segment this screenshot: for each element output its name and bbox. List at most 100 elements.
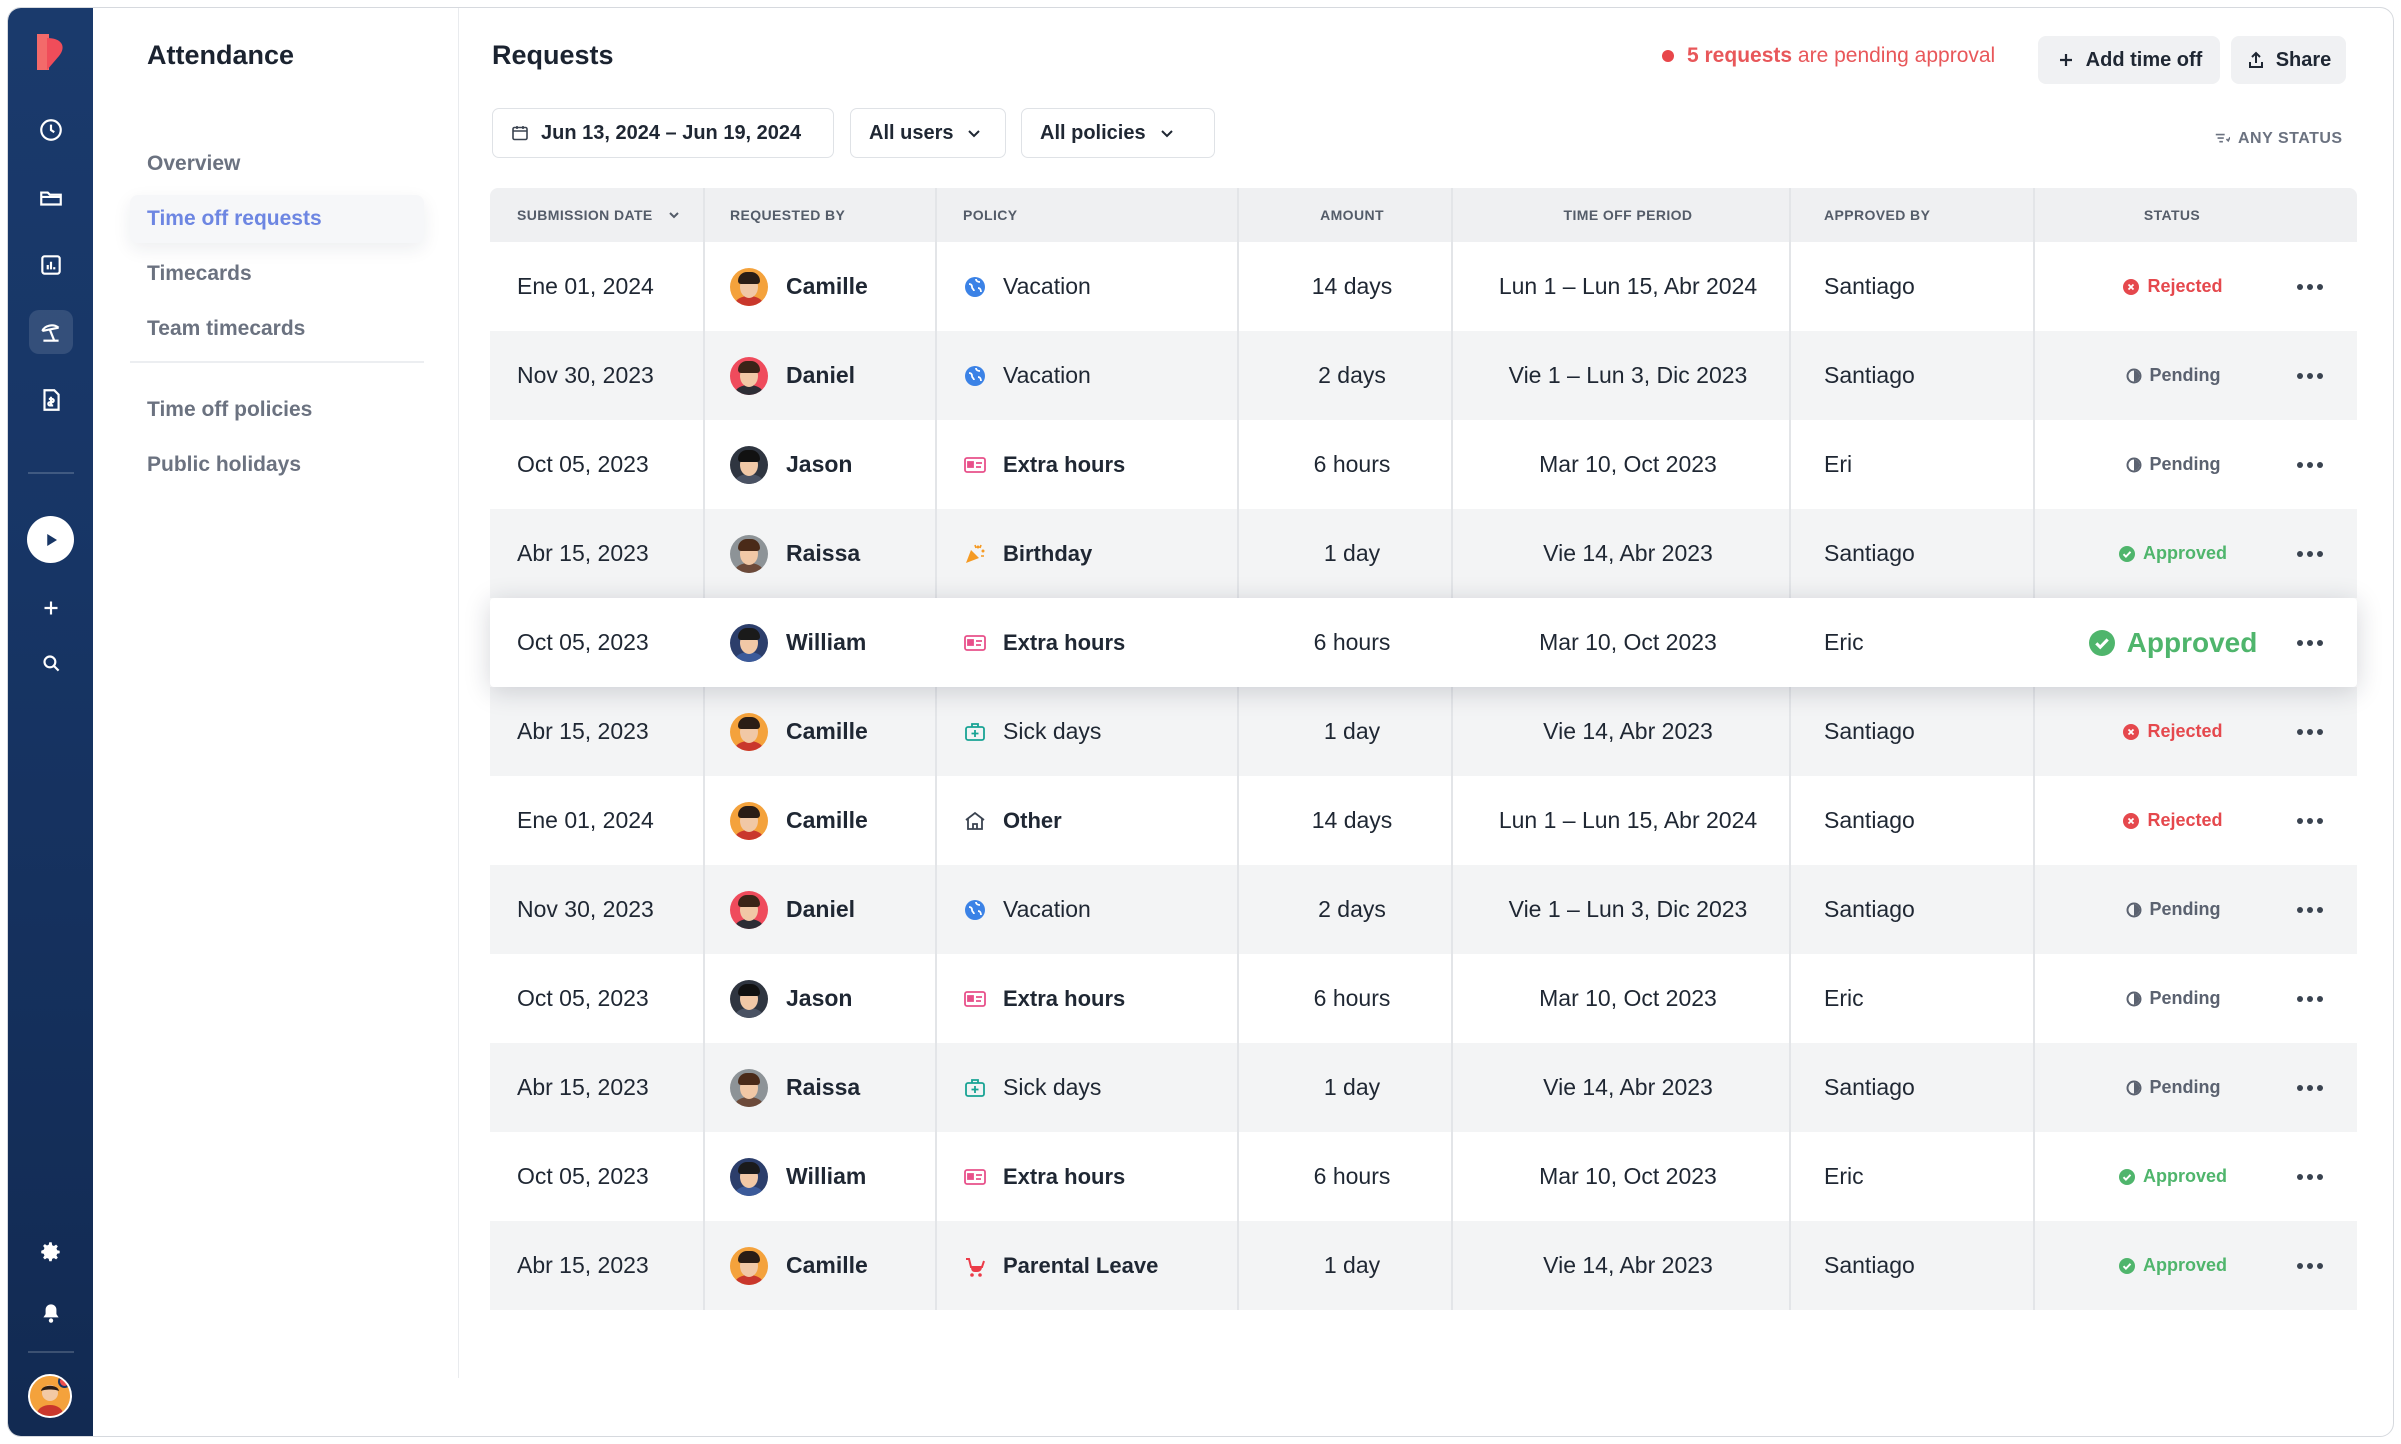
- folder-icon[interactable]: [29, 176, 73, 220]
- person-name: Camille: [786, 273, 868, 299]
- play-icon[interactable]: [27, 516, 74, 563]
- cell-time-off-period: Vie 14, Abr 2023: [1543, 540, 1713, 566]
- policies-filter[interactable]: All policies: [1021, 108, 1215, 158]
- more-actions-icon[interactable]: [2297, 1132, 2323, 1221]
- plus-icon[interactable]: [29, 586, 73, 630]
- more-actions-icon[interactable]: [2297, 687, 2323, 776]
- table-row[interactable]: Nov 30, 2023 Daniel Vacation 2 days Vie …: [490, 865, 2357, 954]
- more-actions-icon[interactable]: [2297, 331, 2323, 420]
- share-label: Share: [2275, 48, 2332, 71]
- table-row[interactable]: Ene 01, 2024 Camille Other 14 days Lun 1…: [490, 776, 2357, 865]
- cell-time-off-period: Vie 14, Abr 2023: [1543, 1252, 1713, 1278]
- more-actions-icon[interactable]: [2297, 776, 2323, 865]
- cell-requested-by: Jason: [730, 420, 852, 509]
- cell-approved-by: Santiago: [1824, 362, 1915, 388]
- cell-amount: 2 days: [1318, 362, 1386, 388]
- search-icon[interactable]: [29, 641, 73, 685]
- globe-icon: [963, 275, 987, 299]
- cell-policy: Sick days: [963, 687, 1101, 776]
- status-label: Approved: [2142, 543, 2227, 563]
- user-avatar[interactable]: [28, 1374, 72, 1418]
- table-row[interactable]: Oct 05, 2023 Jason Extra hours 6 hours M…: [490, 420, 2357, 509]
- header-submission-date[interactable]: SUBMISSION DATE: [517, 188, 681, 242]
- add-time-off-button[interactable]: Add time off: [2038, 36, 2220, 84]
- cell-policy: Sick days: [963, 1043, 1101, 1132]
- column-divider: [2033, 188, 2035, 1310]
- status-badge: Pending: [2035, 420, 2311, 509]
- clock-icon[interactable]: [29, 108, 73, 152]
- rail-divider-bottom: [28, 1351, 74, 1353]
- table-row[interactable]: Ene 01, 2024 Camille Vacation 14 days Lu…: [490, 242, 2357, 331]
- cell-submission-date: Ene 01, 2024: [517, 273, 654, 299]
- cell-submission-date: Abr 15, 2023: [517, 1252, 649, 1278]
- policy-name: Other: [1003, 807, 1062, 833]
- cell-approved-by: Santiago: [1824, 807, 1915, 833]
- sidebar-item-time-off-policies[interactable]: Time off policies: [147, 398, 313, 421]
- person-name: Camille: [786, 718, 868, 744]
- more-actions-icon[interactable]: [2297, 242, 2323, 331]
- table-row[interactable]: Abr 15, 2023 Raissa Birthday 1 day Vie 1…: [490, 509, 2357, 598]
- cell-approved-by: Santiago: [1824, 1074, 1915, 1100]
- pending-notice[interactable]: 5 requests are pending approval: [1662, 44, 1995, 68]
- sidebar-item-timecards[interactable]: Timecards: [147, 262, 252, 285]
- table-row[interactable]: Oct 05, 2023 William Extra hours 6 hours…: [490, 1132, 2357, 1221]
- person-name: William: [786, 629, 867, 655]
- users-filter-value: All users: [869, 121, 954, 144]
- sidebar-item-public-holidays[interactable]: Public holidays: [147, 453, 302, 476]
- person-name: Daniel: [786, 896, 856, 922]
- more-actions-icon[interactable]: [2297, 865, 2323, 954]
- status-filter-value: ANY STATUS: [2238, 130, 2343, 147]
- status-filter[interactable]: ANY STATUS: [2214, 130, 2343, 148]
- column-divider: [1451, 188, 1453, 1310]
- cell-amount: 1 day: [1323, 1074, 1381, 1100]
- x-circle-icon: [2123, 812, 2140, 829]
- status-label: Pending: [2149, 454, 2221, 474]
- filter-icon: [2215, 133, 2230, 143]
- person-avatar: [730, 1157, 768, 1196]
- table-row[interactable]: Abr 15, 2023 Camille Parental Leave 1 da…: [490, 1221, 2357, 1310]
- person-avatar: [730, 979, 768, 1018]
- sidebar-item-time-off-requests[interactable]: Time off requests: [130, 195, 424, 243]
- table-row[interactable]: Abr 15, 2023 Raissa Sick days 1 day Vie …: [490, 1043, 2357, 1132]
- invoice-icon[interactable]: [29, 378, 73, 422]
- table-row[interactable]: Oct 05, 2023 William Extra hours 6 hours…: [490, 598, 2357, 687]
- share-button[interactable]: Share: [2231, 36, 2346, 84]
- pending-dot: [1662, 50, 1674, 62]
- cell-approved-by: Santiago: [1824, 540, 1915, 566]
- id-card-icon: [963, 453, 987, 477]
- more-actions-icon[interactable]: [2297, 1221, 2323, 1310]
- chart-icon[interactable]: [29, 243, 73, 287]
- cell-requested-by: Camille: [730, 687, 868, 776]
- more-actions-icon[interactable]: [2297, 954, 2323, 1043]
- more-actions-icon[interactable]: [2297, 420, 2323, 509]
- cell-time-off-period: Mar 10, Oct 2023: [1539, 985, 1717, 1011]
- cell-time-off-period: Lun 1 – Lun 15, Abr 2024: [1498, 807, 1758, 833]
- more-actions-icon[interactable]: [2297, 509, 2323, 598]
- policy-name: Vacation: [1003, 362, 1091, 388]
- cell-amount: 6 hours: [1313, 451, 1391, 477]
- header-amount: AMOUNT: [1320, 207, 1384, 223]
- cell-requested-by: Daniel: [730, 331, 855, 420]
- table-row[interactable]: Nov 30, 2023 Daniel Vacation 2 days Vie …: [490, 331, 2357, 420]
- gear-icon[interactable]: [29, 1230, 73, 1274]
- date-range-filter[interactable]: Jun 13, 2024 – Jun 19, 2024: [492, 108, 834, 158]
- table-row[interactable]: Oct 05, 2023 Jason Extra hours 6 hours M…: [490, 954, 2357, 1043]
- table-row[interactable]: Abr 15, 2023 Camille Sick days 1 day Vie…: [490, 687, 2357, 776]
- app-logo[interactable]: [33, 30, 69, 74]
- cell-submission-date: Abr 15, 2023: [517, 718, 649, 744]
- cell-requested-by: Jason: [730, 954, 852, 1043]
- sidebar-item-team-timecards[interactable]: Team timecards: [147, 317, 306, 340]
- users-filter[interactable]: All users: [850, 108, 1006, 158]
- header-approved-by: APPROVED BY: [1824, 207, 1931, 223]
- more-actions-icon[interactable]: [2297, 598, 2323, 687]
- cell-time-off-period: Vie 14, Abr 2023: [1543, 1074, 1713, 1100]
- beach-umbrella-icon[interactable]: [29, 310, 73, 354]
- more-actions-icon[interactable]: [2297, 1043, 2323, 1132]
- status-badge: Approved: [2035, 598, 2311, 687]
- status-badge: Rejected: [2035, 242, 2311, 331]
- bell-icon[interactable]: [29, 1291, 73, 1335]
- sort-chevron-icon: [668, 212, 679, 219]
- sidebar-item-overview[interactable]: Overview: [147, 152, 241, 175]
- status-badge: Pending: [2035, 865, 2311, 954]
- table-header: SUBMISSION DATE REQUESTED BY POLICY AMOU…: [490, 188, 2357, 242]
